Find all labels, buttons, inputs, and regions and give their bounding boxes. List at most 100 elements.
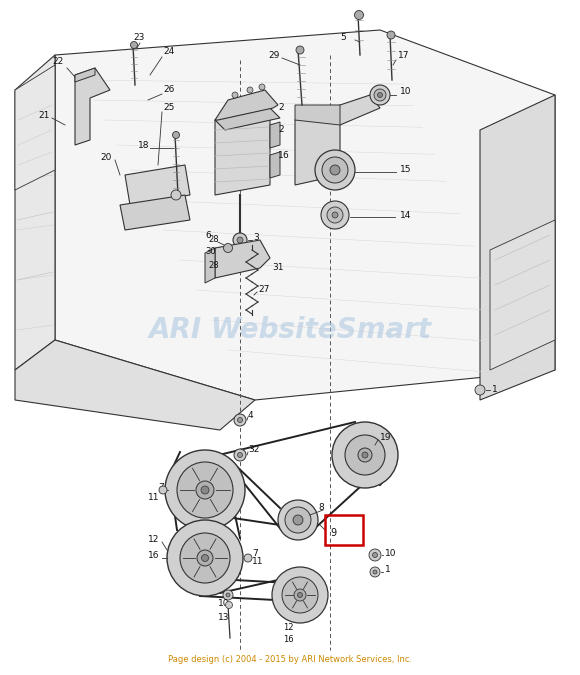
Polygon shape (125, 165, 190, 205)
Polygon shape (490, 220, 555, 370)
Circle shape (321, 201, 349, 229)
Polygon shape (215, 108, 270, 195)
Circle shape (358, 448, 372, 462)
Circle shape (372, 553, 378, 558)
Text: 19: 19 (380, 433, 392, 441)
Text: 30: 30 (205, 248, 216, 256)
Circle shape (298, 593, 303, 597)
Circle shape (165, 450, 245, 530)
Text: 1: 1 (492, 385, 498, 394)
Text: 12: 12 (148, 535, 160, 545)
Circle shape (177, 462, 233, 518)
Circle shape (244, 554, 252, 562)
Circle shape (370, 567, 380, 577)
Circle shape (387, 31, 395, 39)
Text: ARI WebsiteSmart: ARI WebsiteSmart (148, 316, 432, 344)
Text: 28: 28 (208, 236, 219, 244)
Circle shape (180, 533, 230, 583)
Bar (325, 515, 363, 545)
Text: 11: 11 (148, 493, 160, 502)
Circle shape (130, 41, 137, 49)
Circle shape (378, 92, 382, 97)
Circle shape (278, 500, 318, 540)
Circle shape (362, 452, 368, 458)
Text: 12: 12 (283, 624, 293, 632)
Circle shape (197, 550, 213, 566)
Text: 5: 5 (340, 34, 346, 43)
Text: 7: 7 (158, 483, 164, 493)
Text: 3: 3 (253, 234, 259, 242)
Circle shape (259, 84, 265, 90)
Text: 15: 15 (400, 165, 411, 175)
Text: 10: 10 (385, 549, 397, 558)
Text: 6: 6 (282, 151, 288, 159)
Circle shape (167, 520, 243, 596)
Polygon shape (205, 248, 215, 283)
Circle shape (223, 244, 233, 252)
Text: 7: 7 (252, 549, 258, 558)
Text: 28: 28 (208, 261, 219, 269)
Circle shape (369, 549, 381, 561)
Circle shape (373, 570, 377, 574)
Text: 17: 17 (398, 51, 409, 59)
Polygon shape (75, 68, 95, 82)
Circle shape (226, 593, 230, 597)
Text: 6: 6 (205, 230, 211, 240)
Text: 20: 20 (100, 153, 111, 163)
Text: 29: 29 (268, 51, 280, 59)
Polygon shape (295, 105, 340, 125)
Circle shape (322, 157, 348, 183)
Text: 24: 24 (163, 47, 174, 57)
Circle shape (237, 452, 242, 458)
Circle shape (332, 422, 398, 488)
Text: 10: 10 (400, 88, 411, 97)
Polygon shape (215, 240, 270, 278)
Text: 1: 1 (278, 151, 284, 159)
Circle shape (282, 577, 318, 613)
Circle shape (196, 481, 214, 499)
Polygon shape (15, 55, 55, 370)
Polygon shape (55, 30, 555, 400)
Circle shape (226, 601, 233, 608)
Polygon shape (215, 108, 280, 130)
Circle shape (285, 507, 311, 533)
Text: 27: 27 (258, 286, 269, 294)
Text: 14: 14 (400, 211, 411, 219)
Polygon shape (295, 95, 380, 185)
Circle shape (201, 554, 208, 562)
Text: 11: 11 (252, 558, 263, 566)
Text: 31: 31 (272, 263, 284, 273)
Circle shape (475, 385, 485, 395)
Circle shape (354, 11, 364, 20)
Circle shape (327, 207, 343, 223)
Circle shape (234, 414, 246, 426)
Text: 10: 10 (218, 599, 230, 608)
Circle shape (296, 46, 304, 54)
Circle shape (293, 515, 303, 525)
Text: 9: 9 (330, 528, 336, 538)
Circle shape (237, 237, 243, 243)
Polygon shape (15, 65, 55, 190)
Text: 2: 2 (278, 126, 284, 134)
Text: 8: 8 (318, 504, 324, 512)
Circle shape (233, 233, 247, 247)
Circle shape (223, 590, 233, 600)
Text: 16: 16 (148, 551, 160, 560)
Text: 32: 32 (248, 446, 259, 454)
Circle shape (272, 567, 328, 623)
Polygon shape (270, 122, 280, 148)
Polygon shape (75, 68, 110, 145)
Circle shape (247, 87, 253, 93)
Text: 18: 18 (138, 140, 150, 149)
Circle shape (159, 486, 167, 494)
Polygon shape (15, 340, 255, 430)
Text: 25: 25 (163, 103, 175, 113)
Text: 22: 22 (52, 57, 63, 67)
Circle shape (234, 449, 246, 461)
Circle shape (370, 85, 390, 105)
Text: 16: 16 (283, 635, 293, 645)
Text: 2: 2 (278, 103, 284, 113)
Text: 21: 21 (38, 111, 49, 119)
Circle shape (294, 589, 306, 601)
Text: 4: 4 (248, 410, 253, 419)
